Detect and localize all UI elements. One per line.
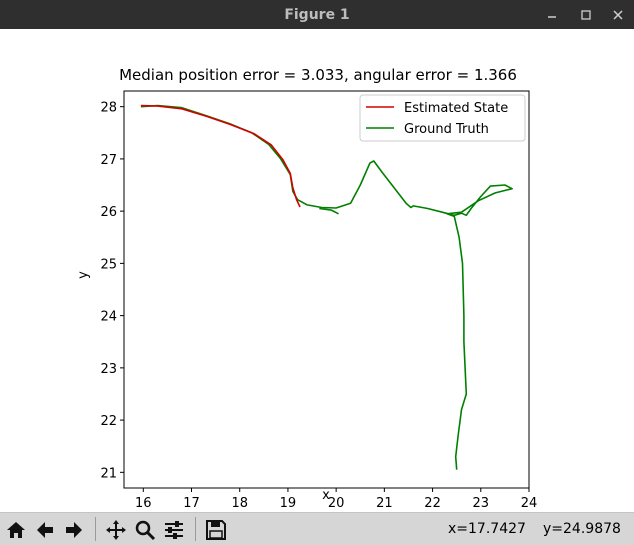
zoom-icon[interactable]	[131, 516, 159, 544]
navigation-toolbar: x=17.7427 y=24.9878	[0, 512, 634, 545]
chart: Median position error = 3.033, angular e…	[76, 66, 538, 511]
x-tick-label: 23	[473, 496, 490, 511]
close-icon[interactable]	[602, 0, 634, 29]
y-tick-label: 22	[100, 414, 117, 429]
window-titlebar: Figure 1	[0, 0, 634, 29]
x-tick-label: 18	[231, 496, 248, 511]
toolbar-separator	[95, 517, 96, 541]
home-icon[interactable]	[2, 516, 30, 544]
y-tick-label: 23	[100, 362, 117, 377]
subplots-config-icon[interactable]	[160, 516, 188, 544]
chart-title: Median position error = 3.033, angular e…	[119, 66, 517, 84]
x-tick-label: 24	[521, 496, 538, 511]
maximize-icon[interactable]	[570, 0, 602, 29]
x-axis-label: x	[322, 488, 330, 503]
series-line-ground-truth	[140, 104, 513, 470]
window-title: Figure 1	[284, 6, 350, 23]
y-tick-label: 26	[100, 205, 117, 220]
forward-arrow-icon[interactable]	[60, 516, 88, 544]
save-icon[interactable]	[202, 516, 230, 544]
x-tick-label: 21	[376, 496, 393, 511]
y-coordinate-readout: y=24.9878	[543, 521, 621, 537]
legend: Estimated State Ground Truth	[359, 94, 526, 142]
x-tick-label: 22	[424, 496, 441, 511]
pan-icon[interactable]	[102, 516, 130, 544]
y-tick-label: 24	[100, 310, 117, 325]
y-axis-label: y	[76, 271, 91, 279]
x-coordinate-readout: x=17.7427	[448, 521, 526, 537]
x-tick-label: 19	[280, 496, 297, 511]
figure-canvas[interactable]: Median position error = 3.033, angular e…	[0, 29, 634, 512]
series-line-estimated-state	[140, 104, 301, 208]
minimize-icon[interactable]	[536, 0, 568, 29]
series-line-segment-2	[319, 207, 339, 215]
legend-box	[359, 94, 526, 142]
toolbar-separator	[195, 517, 196, 541]
x-tick-label: 20	[328, 496, 345, 511]
x-tick-label: 17	[183, 496, 200, 511]
back-arrow-icon[interactable]	[31, 516, 59, 544]
y-tick-label: 27	[100, 153, 117, 168]
plot-frame	[123, 90, 530, 489]
legend-label-estimated: Estimated State	[404, 101, 508, 116]
y-tick-label: 21	[100, 466, 117, 481]
y-tick-label: 28	[100, 101, 117, 116]
x-tick-label: 16	[135, 496, 152, 511]
y-tick-label: 25	[100, 257, 117, 272]
legend-label-ground-truth: Ground Truth	[404, 122, 489, 137]
